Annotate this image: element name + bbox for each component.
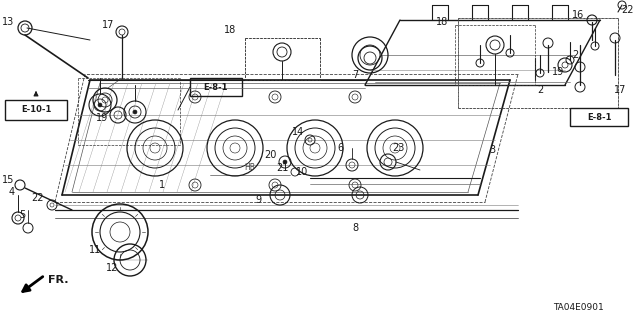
Text: 5: 5 xyxy=(19,210,25,220)
Text: 18: 18 xyxy=(224,25,236,35)
Bar xyxy=(570,108,628,126)
Bar xyxy=(5,100,67,120)
Text: E-10-1: E-10-1 xyxy=(21,106,51,115)
Text: 19: 19 xyxy=(552,67,564,77)
Text: 19: 19 xyxy=(96,113,108,123)
Circle shape xyxy=(133,110,137,114)
Text: 8: 8 xyxy=(352,223,358,233)
Bar xyxy=(458,18,618,108)
Text: 15: 15 xyxy=(2,175,14,185)
Text: 9: 9 xyxy=(255,195,261,205)
Text: 12: 12 xyxy=(106,263,118,273)
Text: HB: HB xyxy=(244,164,255,173)
Text: FR.: FR. xyxy=(48,275,68,285)
Text: 17: 17 xyxy=(102,20,114,30)
Text: 11: 11 xyxy=(89,245,101,255)
Text: E-8-1: E-8-1 xyxy=(204,83,228,92)
Text: 13: 13 xyxy=(2,17,14,27)
Text: 18: 18 xyxy=(436,17,448,27)
Text: E-8-1: E-8-1 xyxy=(587,113,611,122)
Circle shape xyxy=(283,160,287,164)
Text: 2: 2 xyxy=(572,50,578,60)
Text: 6: 6 xyxy=(337,143,343,153)
Text: 4: 4 xyxy=(9,187,15,197)
Text: 16: 16 xyxy=(572,10,584,20)
Text: 3: 3 xyxy=(489,145,495,155)
Text: 20: 20 xyxy=(264,150,276,160)
Text: 10: 10 xyxy=(296,167,308,177)
Text: 22: 22 xyxy=(32,193,44,203)
Text: 1: 1 xyxy=(159,180,165,190)
Bar xyxy=(190,78,242,96)
Text: 14: 14 xyxy=(292,127,304,137)
Text: 7: 7 xyxy=(352,70,358,80)
Text: 21: 21 xyxy=(276,163,288,173)
Text: 17: 17 xyxy=(614,85,626,95)
Text: TA04E0901: TA04E0901 xyxy=(552,303,604,313)
Text: 23: 23 xyxy=(392,143,404,153)
Circle shape xyxy=(98,103,102,107)
Text: 2: 2 xyxy=(537,85,543,95)
Text: 22: 22 xyxy=(621,5,634,15)
